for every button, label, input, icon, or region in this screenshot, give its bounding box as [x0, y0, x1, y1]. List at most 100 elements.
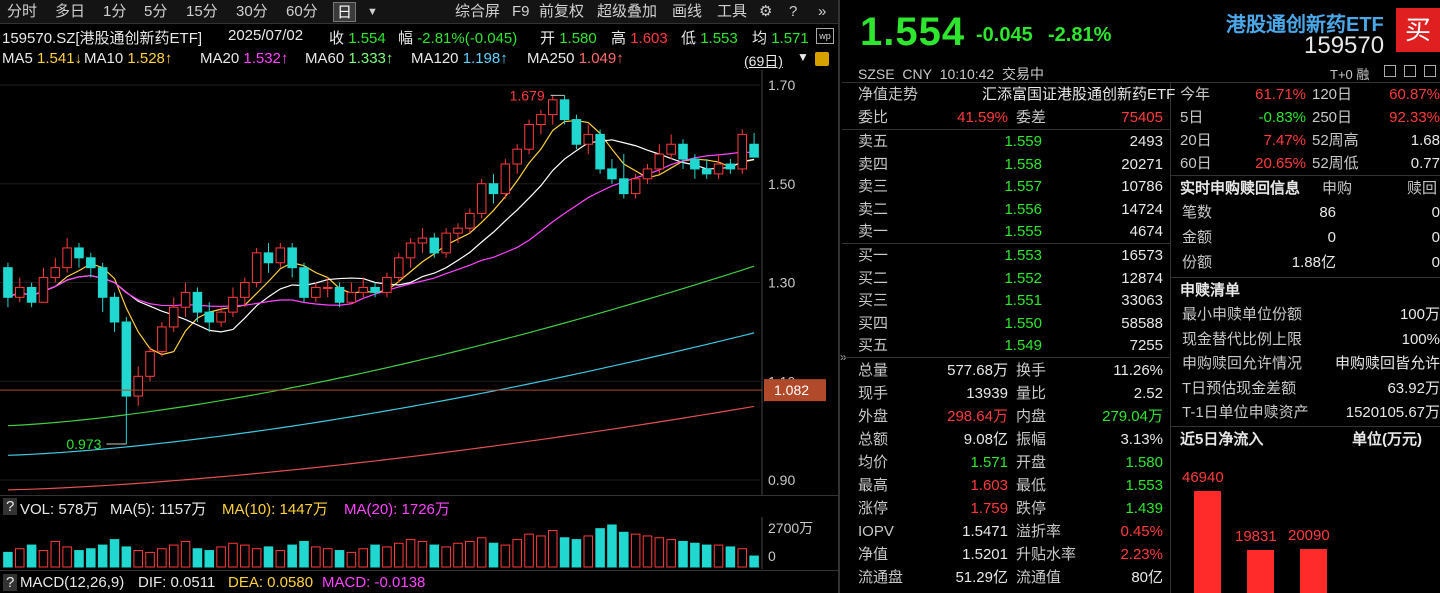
volume-chart[interactable]: 2700万 0 [0, 517, 838, 569]
ma250-label: MA250 [527, 50, 575, 67]
perf-value: 61.71% [1255, 86, 1306, 103]
vol-ma10: MA(10): 1447万 [222, 501, 328, 518]
tab-30min[interactable]: 30分 [236, 3, 268, 20]
candle-body [228, 296, 238, 313]
volume-bar [157, 548, 167, 568]
popout-icon[interactable] [1424, 65, 1436, 77]
ma10-value: 1.528↑ [127, 50, 173, 67]
ask-label: 卖二 [858, 200, 889, 218]
candle-body [595, 133, 605, 170]
market: SZSE [858, 66, 895, 82]
tab-1min[interactable]: 1分 [103, 3, 127, 20]
period-dropdown-icon[interactable]: ▼ [367, 6, 378, 18]
wp-icon[interactable]: wp [816, 28, 834, 44]
bid-price: 1.553 [1004, 247, 1042, 264]
volume-bar [299, 540, 309, 568]
list-row-label: T-1日单位申赎资产 [1182, 404, 1309, 421]
candle [607, 159, 617, 184]
list-row-label: 现金替代比例上限 [1182, 330, 1303, 348]
tab-daily[interactable]: 日 [333, 2, 357, 22]
vol-help-icon[interactable]: ? [3, 498, 18, 515]
close-label: 收 [329, 30, 345, 47]
candle-body [476, 183, 487, 214]
add-icon[interactable] [1384, 65, 1396, 77]
volume-bar [453, 542, 463, 568]
candle-body [465, 212, 475, 229]
avg-label: 均 [752, 30, 768, 47]
nav-trend-link[interactable]: 净值走势 [858, 86, 919, 103]
volume-bar [15, 548, 25, 568]
ma60-line [7, 265, 755, 427]
candle [465, 208, 475, 234]
period-badge[interactable]: (69日) [744, 53, 783, 69]
flow-title: 近5日净流入 [1180, 431, 1264, 448]
collapse-icon[interactable]: » [818, 3, 827, 20]
stat-value: 3.13% [1120, 431, 1163, 448]
price-change: -0.045 [976, 24, 1033, 46]
margin-badge: 融 [1356, 67, 1370, 82]
help-icon[interactable]: ? [789, 3, 798, 20]
candle-body [275, 247, 286, 264]
cursor-price-box [764, 379, 826, 402]
volume-header: ? VOL: 578万 MA(5): 1157万 MA(10): 1447万 M… [0, 495, 838, 518]
vol-value: VOL: 578万 [20, 501, 99, 518]
stat-value: 279.04万 [1102, 408, 1163, 425]
candle [583, 124, 594, 155]
macd-value: MACD: -0.0138 [322, 574, 426, 591]
candle-body [382, 277, 392, 293]
perf-label: 20日 [1180, 132, 1212, 149]
period-dropdown-icon-2[interactable]: ▼ [797, 50, 809, 64]
composite-screen-button[interactable]: 综合屏 [455, 3, 501, 20]
lock-icon[interactable] [815, 52, 829, 66]
volume-bar [701, 544, 712, 568]
close-value: 1.554 [348, 30, 386, 47]
tab-60min[interactable]: 60分 [286, 3, 318, 20]
stat-value: 1.571 [970, 454, 1008, 471]
volume-bar [394, 542, 404, 568]
overlay-button[interactable]: 超级叠加 [597, 3, 658, 20]
ask-volume: 20271 [1121, 155, 1163, 173]
tools-button[interactable]: 工具 [717, 3, 748, 20]
perf-label: 今年 [1180, 86, 1211, 103]
candle [263, 243, 274, 273]
fund-full-name: 汇添富国证港股通创新药ETF [982, 86, 1176, 103]
stat-label: IOPV [858, 523, 894, 540]
candle [311, 282, 321, 303]
volume-bar [216, 546, 226, 568]
volume-bar [500, 544, 511, 568]
tab-multiday[interactable]: 多日 [55, 3, 86, 20]
tab-15min[interactable]: 15分 [186, 3, 218, 20]
flow-bar [1247, 549, 1274, 593]
volume-bar [109, 539, 120, 568]
candle-body [121, 321, 132, 397]
candle-body [26, 286, 37, 303]
f9-button[interactable]: F9 [512, 3, 530, 20]
volume-bar [690, 542, 700, 568]
gear-icon[interactable]: ⚙ [759, 3, 773, 20]
candle [180, 282, 191, 318]
fq-button[interactable]: 前复权 [539, 3, 585, 20]
candle [571, 114, 582, 150]
tab-5min[interactable]: 5分 [144, 3, 168, 20]
candle-body [571, 119, 582, 145]
stat-label: 均价 [858, 454, 889, 471]
share-icon[interactable] [1404, 65, 1416, 77]
candle-body [251, 252, 262, 283]
volume-bar [630, 533, 641, 568]
bid-label: 买五 [858, 337, 889, 355]
candle [737, 129, 747, 174]
tab-timeshare[interactable]: 分时 [7, 3, 38, 20]
macd-help-icon[interactable]: ? [3, 574, 18, 591]
buy-button[interactable]: 买 [1396, 8, 1440, 52]
volume-bar [607, 524, 617, 568]
candle-body [488, 183, 499, 195]
volume-bar [678, 540, 688, 568]
perf-label: 120日 [1312, 86, 1353, 103]
list-row-label: 申购赎回允许情况 [1182, 355, 1303, 372]
candle [701, 159, 712, 179]
draw-button[interactable]: 画线 [672, 3, 703, 20]
fund-name: 港股通创新药ETF [1226, 14, 1384, 36]
high-value: 1.603 [630, 30, 668, 47]
volume-bar [642, 535, 653, 568]
